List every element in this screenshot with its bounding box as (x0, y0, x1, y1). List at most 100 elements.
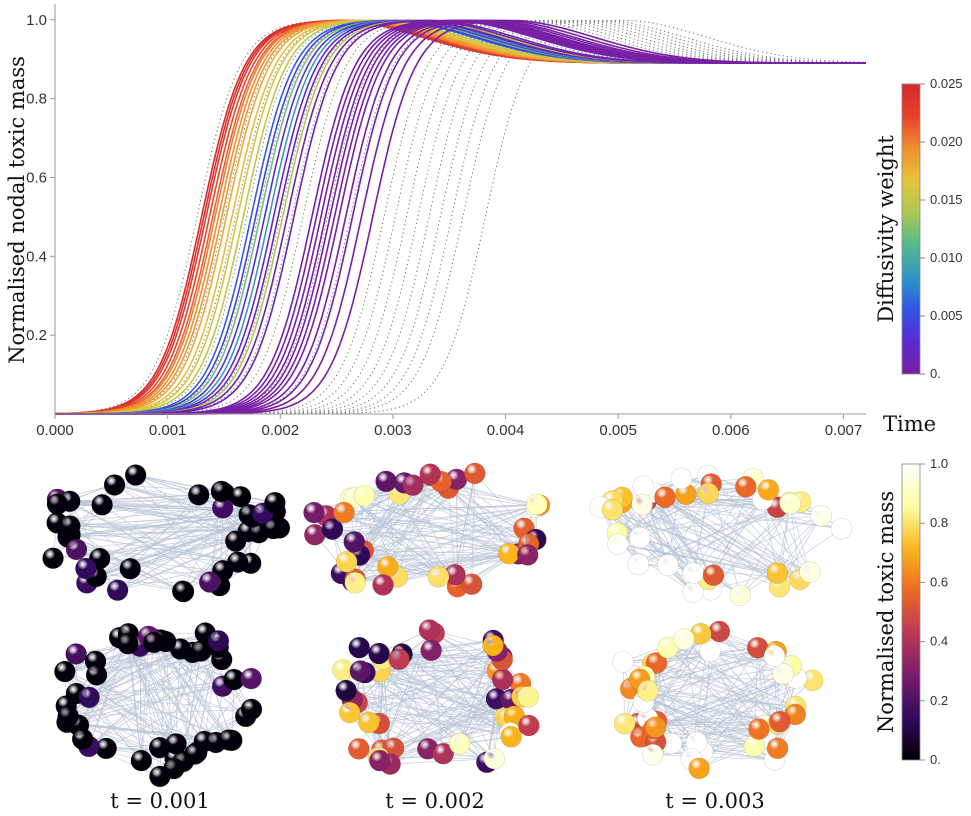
solid-curve-6 (55, 19, 866, 415)
toxic-mass-colorbar-ticks: 0. 0.2 0.4 0.6 0.8 1.0 (920, 456, 948, 767)
network-node (483, 747, 506, 770)
network-node (763, 645, 786, 667)
network-node (516, 544, 539, 566)
network-node (642, 743, 664, 766)
network-edge (702, 751, 775, 761)
network-node (59, 515, 81, 537)
network-node (119, 557, 142, 580)
dotted-curve-19 (55, 19, 866, 415)
solid-curve-27 (55, 19, 866, 415)
network-node (768, 710, 791, 733)
toxic-mass-colorbar-label: Normalised toxic mass (874, 491, 898, 733)
network-edge (401, 653, 506, 718)
network-edge (647, 650, 711, 692)
brain-front-view (54, 622, 263, 788)
network-panel-3: t = 0.003 (589, 464, 853, 813)
network-node (347, 738, 370, 760)
x-tick-label: 0.000 (36, 422, 74, 439)
dotted-curve-7 (55, 19, 866, 415)
network-node (517, 686, 539, 708)
dotted-curve-1 (54, 19, 866, 415)
network-node (673, 628, 695, 650)
network-edge (57, 499, 223, 572)
network-nodes (332, 619, 540, 775)
network-nodes (612, 620, 824, 780)
network-edge (78, 643, 129, 726)
network-edge (474, 473, 525, 529)
network-edge (641, 504, 741, 596)
solid-curve-17 (55, 19, 866, 415)
dotted-curve-20 (55, 19, 866, 415)
network-edge (427, 670, 498, 750)
network-node (526, 493, 548, 516)
network-node (644, 716, 667, 738)
colorbar-tick-label: 0.010 (930, 250, 963, 265)
network-node (779, 492, 802, 515)
network-edge (646, 500, 842, 530)
panel-time-label: t = 0.003 (665, 789, 765, 813)
network-edge (789, 503, 801, 580)
network-edge (656, 662, 796, 707)
network-node (46, 493, 69, 515)
network-node (448, 732, 471, 755)
y-tick-label: 1.0 (26, 12, 47, 29)
brain-top-view (42, 464, 291, 603)
network-node (766, 737, 789, 760)
network-edge (433, 632, 495, 759)
x-tick-label: 0.001 (149, 422, 187, 439)
y-tick-label: 0.6 (26, 169, 47, 186)
network-node (103, 474, 126, 496)
solid-curve-30 (55, 19, 866, 415)
network-edge (346, 659, 503, 691)
solid-curve-11 (55, 19, 866, 415)
network-edge (381, 655, 403, 751)
network-edge (739, 515, 822, 596)
network-node (632, 475, 655, 498)
solid-curve-22 (55, 19, 866, 415)
x-tick-label: 0.007 (825, 422, 863, 439)
network-node (766, 562, 789, 584)
solid-curve-2 (54, 19, 866, 415)
network-edge (99, 558, 183, 592)
toxic-mass-colorbar: 0. 0.2 0.4 0.6 0.8 1.0 Normalised toxic mass (874, 456, 948, 767)
network-nodes (589, 464, 853, 607)
network-edge (352, 493, 400, 582)
network-node (372, 574, 394, 596)
colorbar-tick-label: 0.015 (930, 192, 963, 207)
network-node (627, 553, 650, 576)
network-node (71, 728, 94, 750)
solid-curve-15 (55, 19, 866, 415)
x-tick-label: 0.003 (374, 422, 412, 439)
network-edge (57, 496, 241, 505)
network-edge (69, 494, 199, 502)
colorbar-tick-label: 0.8 (930, 515, 948, 530)
network-edge (66, 685, 223, 723)
solid-curve-18 (55, 19, 866, 415)
network-edge (363, 504, 540, 551)
network-edge (459, 645, 494, 744)
network-nodes (303, 462, 551, 598)
network-node (460, 573, 483, 596)
network-node (654, 486, 676, 508)
network-edge (198, 494, 239, 563)
colorbar-tick-label: 1.0 (930, 456, 948, 471)
solid-curve-31 (55, 19, 866, 415)
dotted-curve-0 (54, 19, 866, 415)
x-tick-label: 0.002 (262, 422, 300, 439)
dotted-curve-21 (55, 19, 866, 415)
network-edge (364, 495, 510, 554)
dotted-curve-18 (55, 19, 866, 415)
network-edge (96, 576, 184, 593)
network-node (607, 533, 629, 555)
network-node (368, 642, 390, 665)
dotted-curve-17 (55, 19, 866, 415)
network-node (376, 556, 399, 578)
network-node (106, 579, 129, 601)
network-node (688, 757, 710, 780)
network-edge (654, 677, 797, 729)
network-edge (637, 495, 780, 588)
dotted-curve-2 (54, 19, 866, 415)
network-edge (448, 487, 528, 556)
x-axis-label: Time (883, 412, 936, 436)
